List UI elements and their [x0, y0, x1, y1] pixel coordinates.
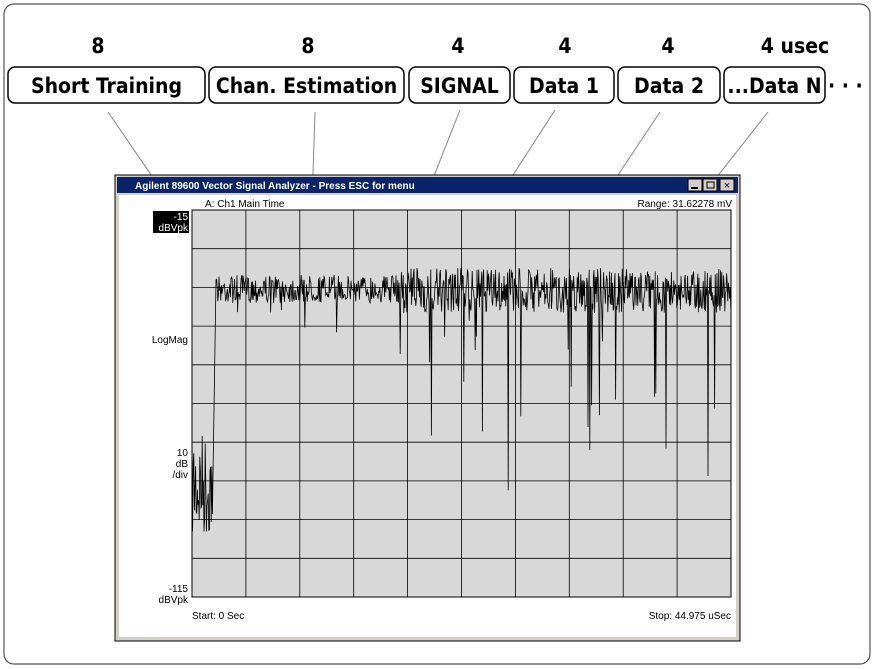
start: Start: 0 Sec	[192, 611, 244, 622]
duration: 8	[301, 34, 314, 58]
segment-label: Chan. Estimation	[216, 74, 397, 98]
y-scale-div: /div	[172, 470, 188, 481]
segment-label: SIGNAL	[420, 74, 499, 98]
y-scale-unit: dB	[176, 459, 189, 470]
segment-box	[408, 66, 511, 104]
segment-label: Short Training	[31, 74, 182, 98]
duration: 4 usec	[761, 34, 829, 58]
range: Range: 31.62278 mV	[637, 199, 732, 210]
continuation: · · ·	[828, 74, 863, 98]
y-bottom-unit: dBVpk	[159, 595, 189, 606]
segment-label: Data 1	[529, 74, 599, 98]
title-bar	[117, 177, 738, 193]
grid	[192, 210, 731, 597]
duration: 4	[661, 34, 674, 58]
y-top: -15	[174, 212, 189, 223]
segment-box	[513, 66, 615, 104]
window-title: Agilent 89600 Vector Signal Analyzer - P…	[135, 181, 415, 192]
segment-box	[208, 66, 405, 104]
window-buttons[interactable]: ×	[687, 178, 735, 192]
svg-text:×: ×	[724, 180, 730, 192]
segment-box	[617, 66, 721, 104]
trace-label: A: Ch1 Main Time	[205, 199, 285, 210]
duration: 8	[91, 34, 104, 58]
y-bottom: -115	[169, 584, 189, 595]
y-scale: 10	[177, 448, 189, 459]
segment-box	[723, 66, 826, 104]
duration: 4	[451, 34, 464, 58]
segment-label: Data 2	[634, 74, 704, 98]
trace	[191, 267, 732, 532]
segment-label: ...Data N	[727, 74, 821, 98]
duration: 4	[558, 34, 571, 58]
stop: Stop: 44.975 uSec	[649, 611, 731, 622]
ref-box	[153, 211, 189, 233]
y-mid: LogMag	[152, 335, 188, 346]
y-top-unit: dBVpk	[159, 223, 189, 234]
segment-box	[7, 66, 206, 104]
